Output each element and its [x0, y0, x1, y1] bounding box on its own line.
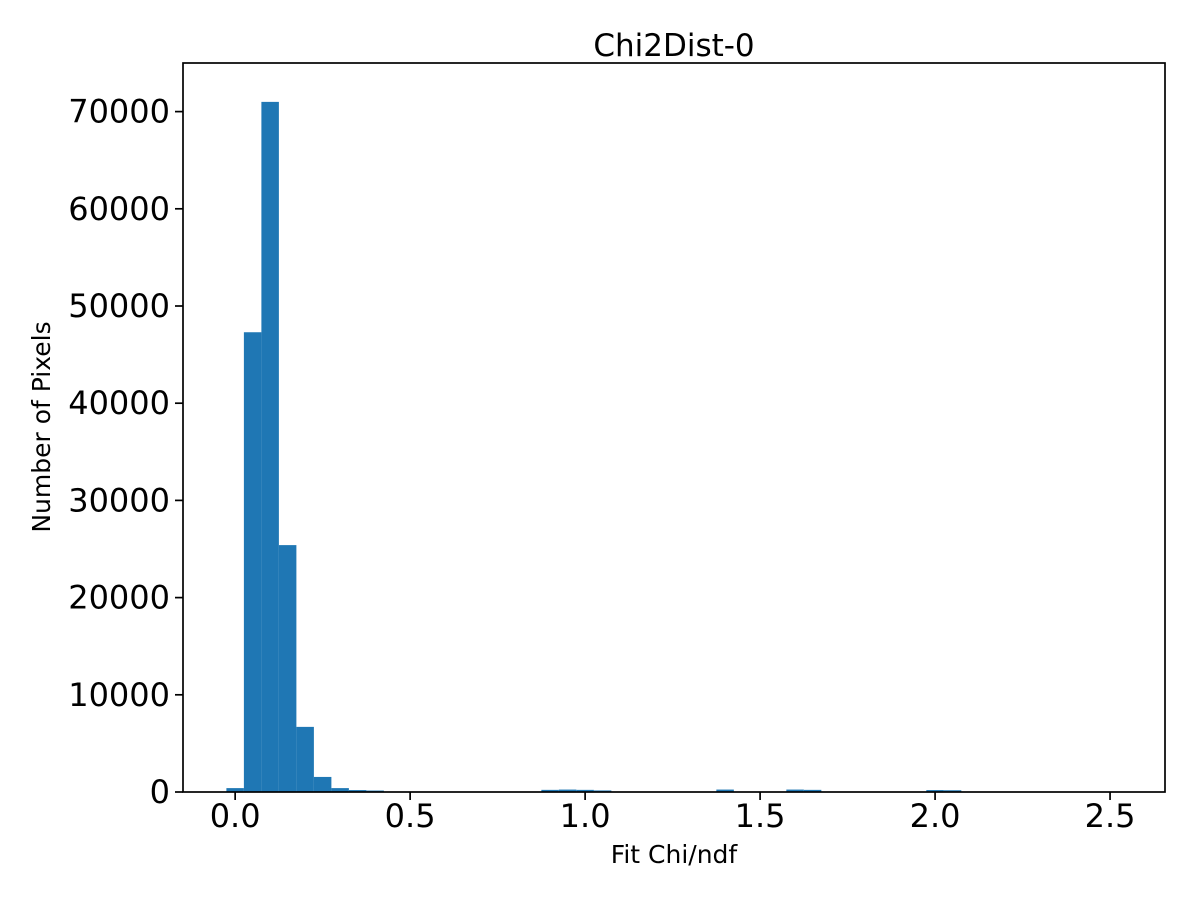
histogram-bar: [261, 101, 279, 792]
histogram-bar: [278, 545, 297, 792]
histogram-bar: [786, 789, 804, 792]
y-tick-label: 20000: [68, 579, 170, 617]
x-tick-label: 0.5: [385, 797, 436, 835]
histogram-bar: [226, 788, 244, 792]
x-tick-label: 2.5: [1085, 797, 1136, 835]
x-tick-label: 0.0: [210, 797, 261, 835]
y-tick-label: 40000: [68, 384, 170, 422]
x-axis-label: Fit Chi/ndf: [611, 840, 739, 869]
histogram-bar: [243, 332, 262, 792]
histogram-bar: [926, 790, 944, 792]
histogram-bar: [558, 789, 577, 792]
plot-spines: [182, 62, 1166, 793]
histogram-bar: [331, 788, 349, 792]
histogram-bar: [576, 789, 594, 792]
y-tick-label: 0: [150, 773, 170, 811]
histogram-bar: [803, 789, 822, 792]
histogram-bar: [296, 726, 314, 792]
y-tick-label: 30000: [68, 481, 170, 519]
histogram-bar: [313, 776, 332, 792]
histogram-bar: [943, 790, 962, 792]
y-tick-label: 60000: [68, 190, 170, 228]
chart-title: Chi2Dist-0: [593, 28, 754, 64]
y-axis-label: Number of Pixels: [27, 321, 56, 532]
histogram-bar: [348, 790, 367, 792]
x-tick-label: 1.0: [560, 797, 611, 835]
y-tick-label: 50000: [68, 287, 170, 325]
y-tick-label: 10000: [68, 676, 170, 714]
y-tick-label: 70000: [68, 93, 170, 131]
x-tick-label: 2.0: [910, 797, 961, 835]
histogram-bars: [226, 101, 962, 792]
axes: 0.0 0.5 1.0 1.5 2.0 2.5 0 10000 20000 30000 40000 5…: [68, 62, 1166, 835]
histogram-bar: [716, 789, 734, 792]
histogram-bar: [541, 789, 559, 792]
x-tick-label: 1.5: [735, 797, 786, 835]
